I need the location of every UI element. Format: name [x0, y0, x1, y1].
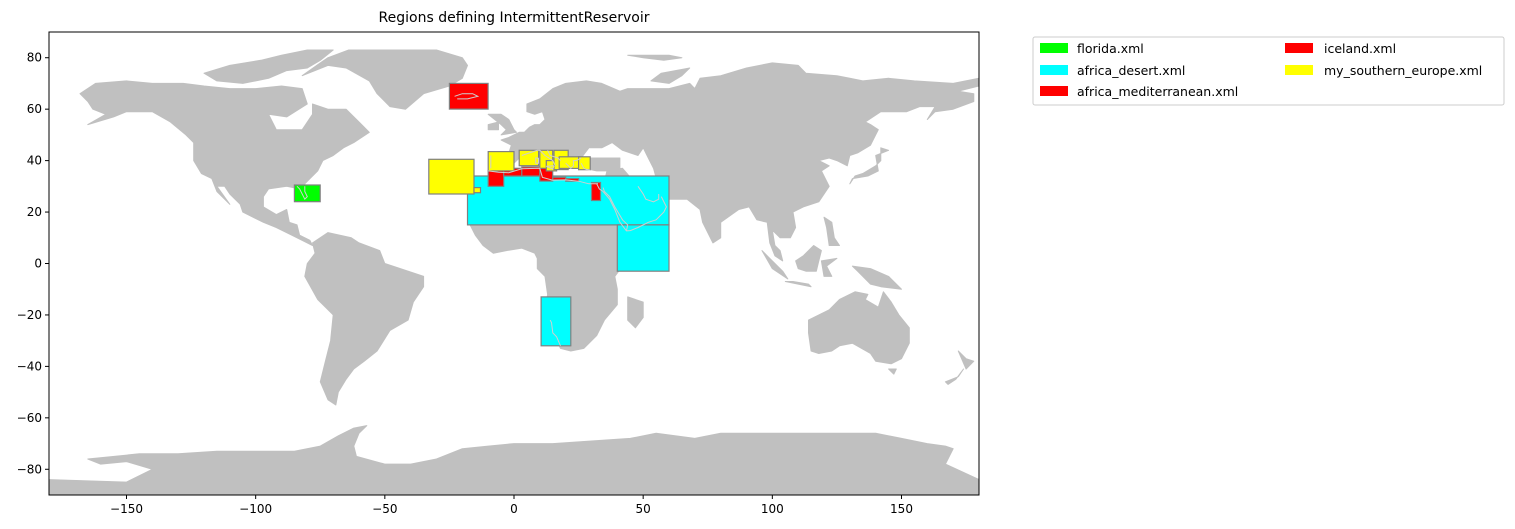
region-box-iceland: [448, 82, 489, 110]
axis-ticks: −150 −100 −50 0 50 100 150 80 60 40 20 0 −20 −40 −60 −8…: [17, 51, 913, 516]
y-tick-label: 40: [27, 154, 42, 168]
landmass: [301, 49, 468, 110]
x-tick-label: 150: [890, 502, 913, 516]
y-tick-label: 60: [27, 102, 42, 116]
y-tick-label: 80: [27, 51, 42, 65]
legend-label-iceland: iceland.xml: [1324, 41, 1396, 56]
coastline: [596, 183, 667, 232]
coastline: [535, 157, 539, 164]
landmass: [49, 425, 979, 495]
region-box-africa-desert: [616, 224, 670, 272]
landmass: [888, 368, 897, 375]
landmass: [784, 281, 812, 288]
landmass: [627, 54, 683, 61]
region-layer: [293, 82, 670, 347]
landmass: [944, 368, 964, 385]
legend: florida.xml africa_desert.xml africa_med…: [1032, 36, 1505, 106]
landmass: [795, 245, 822, 272]
region-box-africa-desert: [540, 296, 572, 347]
y-tick-label: −40: [17, 359, 42, 373]
coastline: [521, 149, 556, 167]
landmass: [820, 257, 838, 277]
x-tick-label: 0: [510, 502, 518, 516]
coastline: [580, 162, 591, 171]
landmass: [203, 49, 334, 84]
landmass: [304, 232, 425, 406]
legend-swatch-africa-mediterranean: [1040, 86, 1068, 96]
x-tick-label: −100: [239, 502, 272, 516]
x-tick-label: −50: [372, 502, 397, 516]
legend-swatch-iceland: [1285, 43, 1313, 53]
coastline: [549, 319, 561, 346]
region-box-africa-mediterranean: [590, 181, 602, 202]
landmass: [761, 250, 789, 280]
landmass: [957, 350, 975, 370]
coastline: [547, 150, 561, 161]
coastline: [296, 185, 308, 201]
landmass: [79, 80, 370, 246]
y-tick-label: −60: [17, 411, 42, 425]
x-tick-label: −150: [110, 502, 143, 516]
coastline: [637, 186, 660, 203]
legend-swatch-africa-desert: [1040, 65, 1068, 75]
region-box-my-southern-europe: [428, 158, 475, 195]
legend-label-my-southern-europe: my_southern_europe.xml: [1324, 63, 1482, 78]
legend-frame: [1032, 36, 1505, 106]
coastline: [454, 93, 480, 100]
y-tick-label: 20: [27, 205, 42, 219]
y-tick-label: −80: [17, 462, 42, 476]
landmass: [851, 265, 902, 290]
landmass: [544, 95, 590, 126]
landmass: [487, 113, 518, 136]
region-box-my-southern-europe: [577, 156, 591, 171]
region-box-florida: [293, 184, 321, 203]
legend-swatch-my-southern-europe: [1285, 65, 1313, 75]
legend-swatch-florida: [1040, 43, 1068, 53]
region-box-africa-mediterranean: [487, 170, 505, 187]
x-tick-label: 50: [636, 502, 651, 516]
coastline: [546, 165, 555, 170]
landmass: [808, 291, 910, 365]
legend-label-africa-desert: africa_desert.xml: [1077, 63, 1185, 78]
landmass: [487, 121, 499, 131]
legend-label-africa-mediterranean: africa_mediterranean.xml: [1077, 84, 1238, 99]
coastline: [602, 187, 629, 231]
x-tick-label: 100: [761, 502, 784, 516]
landmass: [849, 147, 890, 185]
coastline: [488, 167, 598, 185]
region-box-my-southern-europe: [473, 187, 482, 194]
land-layer: [49, 49, 979, 495]
coastline-layer: [296, 93, 667, 346]
y-tick-label: −20: [17, 308, 42, 322]
landmass: [823, 216, 840, 246]
y-tick-label: 0: [34, 257, 42, 271]
coastline: [565, 157, 582, 170]
landmass: [650, 67, 691, 84]
chart-title: Regions defining IntermittentReservoir: [379, 10, 650, 26]
legend-label-florida: florida.xml: [1077, 41, 1144, 56]
landmass: [627, 296, 644, 329]
region-box-my-southern-europe: [487, 151, 515, 172]
